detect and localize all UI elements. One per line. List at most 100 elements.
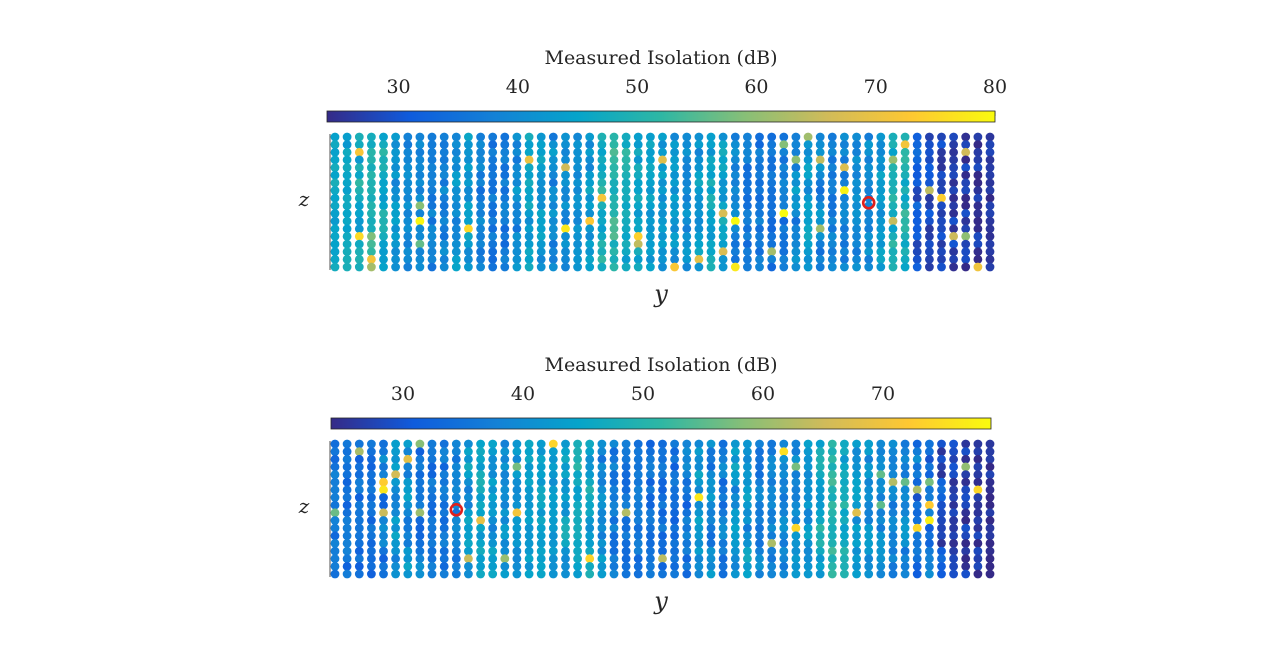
data-point — [391, 262, 400, 272]
data-point — [573, 554, 582, 564]
data-point — [464, 147, 473, 157]
y-axis-label-1: y — [653, 280, 668, 308]
data-point — [439, 193, 449, 203]
data-point — [937, 239, 946, 249]
data-point — [864, 255, 874, 264]
data-point — [330, 132, 340, 142]
data-point — [354, 493, 364, 502]
data-point — [937, 447, 946, 456]
data-point — [585, 178, 595, 188]
data-point — [949, 239, 958, 249]
data-point — [791, 477, 801, 487]
data-point — [439, 569, 449, 579]
data-point — [403, 224, 413, 234]
data-point — [536, 523, 546, 533]
data-point — [609, 155, 619, 165]
data-point — [573, 224, 582, 234]
data-point — [367, 163, 376, 173]
data-point — [912, 516, 922, 525]
data-point — [755, 178, 764, 188]
data-point — [646, 216, 655, 226]
data-point — [512, 493, 522, 502]
data-point — [379, 163, 388, 173]
data-point — [367, 239, 376, 249]
data-point — [609, 140, 619, 150]
data-point — [985, 439, 995, 449]
data-point — [840, 546, 849, 556]
data-point — [646, 508, 655, 518]
data-point — [682, 508, 692, 518]
data-point — [379, 147, 388, 157]
data-point — [912, 140, 922, 150]
data-point — [706, 178, 716, 188]
data-point — [900, 569, 910, 579]
data-point — [925, 147, 934, 157]
data-point — [536, 216, 546, 226]
data-point — [561, 163, 570, 173]
data-point — [791, 239, 801, 249]
data-point — [415, 477, 425, 487]
data-point — [852, 178, 861, 188]
data-point — [512, 170, 522, 180]
data-point — [949, 462, 958, 472]
data-point — [415, 247, 425, 257]
data-point — [670, 500, 679, 510]
data-point — [658, 155, 667, 165]
data-point — [609, 262, 619, 272]
data-point — [755, 201, 764, 211]
data-point — [718, 562, 728, 571]
data-point — [330, 546, 340, 556]
data-point — [658, 239, 667, 249]
data-point — [949, 454, 958, 464]
data-point — [573, 493, 582, 502]
data-point — [803, 554, 813, 564]
data-point — [354, 186, 364, 195]
data-point — [937, 508, 946, 518]
data-point — [888, 516, 898, 525]
data-point — [852, 216, 861, 226]
data-point — [743, 546, 752, 556]
data-point — [876, 209, 886, 218]
data-point — [949, 170, 958, 180]
data-point — [985, 447, 995, 456]
data-point — [743, 209, 752, 218]
data-point — [415, 516, 425, 525]
data-point — [658, 531, 667, 541]
data-point — [876, 147, 886, 157]
data-point — [925, 454, 934, 464]
data-point — [864, 477, 874, 487]
data-point — [852, 255, 861, 264]
data-point — [597, 439, 607, 449]
data-point — [658, 470, 667, 479]
data-point — [415, 232, 425, 241]
data-point — [925, 523, 934, 533]
data-point — [730, 493, 740, 502]
data-point — [548, 209, 558, 218]
data-point — [670, 247, 679, 257]
data-point — [536, 209, 546, 218]
data-point — [961, 546, 971, 556]
data-point — [439, 462, 449, 472]
data-point — [864, 462, 874, 472]
data-point — [403, 232, 413, 241]
data-point — [937, 147, 946, 157]
data-point — [488, 193, 498, 203]
data-point — [852, 170, 861, 180]
data-point — [840, 186, 849, 195]
data-point — [876, 163, 886, 173]
data-point — [427, 493, 437, 502]
data-point — [767, 186, 777, 195]
data-point — [985, 262, 995, 272]
data-point — [876, 447, 886, 456]
data-point — [585, 186, 595, 195]
data-point — [730, 132, 740, 142]
data-point — [500, 163, 510, 173]
data-point — [670, 193, 679, 203]
data-point — [524, 569, 534, 579]
colorbar-tick-label: 40 — [511, 383, 535, 405]
data-point — [403, 262, 413, 272]
data-point — [439, 216, 449, 226]
data-point — [488, 554, 498, 564]
data-point — [670, 569, 679, 579]
data-point — [876, 155, 886, 165]
